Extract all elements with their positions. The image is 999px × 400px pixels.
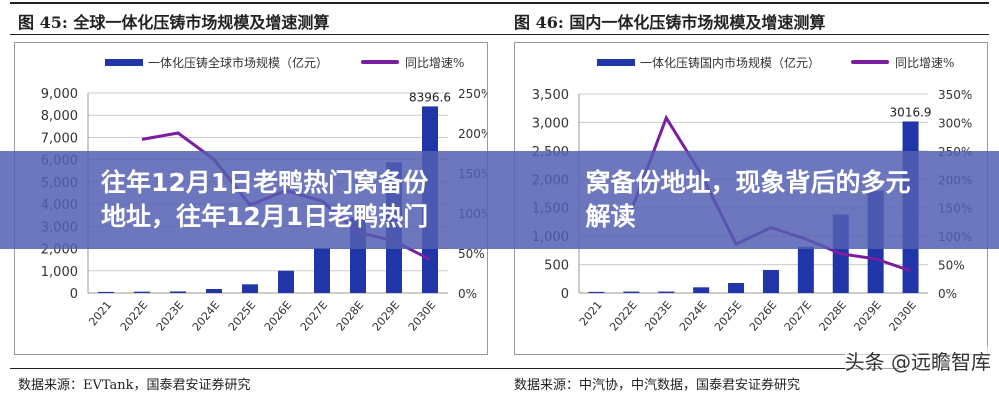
figure-45-title: 图 45: 全球一体化压铸市场规模及增速测算: [18, 13, 330, 32]
source-global: 数据来源：EVTank，国泰君安证券研究: [18, 378, 251, 393]
bar-2023E: [658, 291, 675, 293]
legend-line-swatch: [361, 60, 399, 64]
legend-line-swatch: [851, 60, 889, 64]
x-tick-label: 2021: [86, 299, 114, 329]
x-tick-label: 2021: [577, 299, 605, 329]
y-tick-label: 9,000: [41, 87, 78, 102]
y2-tick-label: 200%: [458, 127, 487, 141]
x-tick-label: 2029E: [852, 299, 884, 334]
title-rule: [10, 34, 989, 35]
x-tick-label: 2024E: [190, 299, 222, 334]
bar-2022E: [623, 291, 640, 293]
bar-2025E: [242, 284, 258, 293]
x-tick-label: 2023E: [642, 299, 674, 334]
y-tick-label: 8,000: [41, 109, 78, 124]
y2-tick-label: 300%: [938, 116, 972, 130]
y2-tick-label: 0%: [458, 287, 477, 301]
figure-46-title: 图 46: 国内一体化压铸市场规模及增速测算: [514, 13, 826, 32]
legend-bar-label: 一体化压铸国内市场规模（亿元）: [640, 55, 820, 70]
x-tick-label: 2026E: [262, 299, 294, 334]
y2-tick-label: 350%: [938, 88, 972, 102]
y2-tick-label: 50%: [938, 259, 965, 273]
legend-bar-swatch: [597, 59, 635, 66]
y-tick-label: 0: [70, 287, 78, 302]
bar-2027E: [314, 248, 330, 293]
bar-2026E: [762, 269, 779, 293]
bar-2022E: [134, 291, 150, 293]
bar-2027E: [797, 246, 814, 293]
y-tick-label: 3,000: [532, 116, 569, 131]
x-tick-label: 2026E: [747, 299, 779, 334]
x-tick-label: 2025E: [712, 299, 744, 334]
x-tick-label: 2029E: [370, 299, 402, 334]
banner-title: 往年12月1日老鸭热门窝备份地址，往年12月1日老鸭热门窝备份地址，现象背后的多…: [101, 168, 911, 231]
y2-tick-label: 250%: [458, 87, 487, 101]
y-tick-label: 1,000: [41, 265, 78, 280]
x-tick-label: 2025E: [226, 299, 258, 334]
x-tick-label: 2023E: [154, 299, 186, 334]
y2-tick-label: 0%: [938, 287, 957, 301]
x-tick-label: 2027E: [298, 299, 330, 334]
bar-2021: [588, 291, 605, 293]
y2-tick-label: 50%: [458, 247, 485, 261]
bar-2023E: [170, 291, 186, 293]
y-tick-label: 500: [544, 259, 569, 274]
legend-bar-swatch: [105, 59, 143, 66]
source-domestic: 数据来源：中汽协，中汽数据，国泰君安证券研究: [514, 378, 801, 393]
y-tick-label: 3,500: [532, 88, 569, 103]
title-banner: 往年12月1日老鸭热门窝备份地址，往年12月1日老鸭热门窝备份地址，现象背后的多…: [0, 151, 999, 249]
x-tick-label: 2030E: [406, 299, 438, 334]
bar-2021: [98, 291, 114, 293]
x-tick-label: 2022E: [118, 299, 150, 334]
y-tick-label: 7,000: [41, 131, 78, 146]
legend-line-label: 同比增速%: [895, 56, 954, 70]
bar-data-label: 8396.6: [409, 90, 451, 104]
bar-2024E: [206, 289, 222, 293]
y-tick-label: 0: [561, 287, 569, 302]
watermark: 头条 @远瞻智库: [844, 346, 991, 375]
legend-line-label: 同比增速%: [405, 56, 464, 70]
top-rule: [10, 2, 989, 4]
x-tick-label: 2024E: [677, 299, 709, 334]
bar-2025E: [728, 282, 745, 293]
bar-data-label: 3016.9: [890, 105, 932, 119]
x-tick-label: 2030E: [886, 299, 918, 334]
x-tick-label: 2027E: [782, 299, 814, 334]
bar-2024E: [693, 287, 710, 293]
x-tick-label: 2022E: [607, 299, 639, 334]
legend-bar-label: 一体化压铸全球市场规模（亿元）: [148, 55, 328, 70]
x-tick-label: 2028E: [334, 299, 366, 334]
x-tick-label: 2028E: [817, 299, 849, 334]
bar-2026E: [278, 270, 294, 293]
footer-rule: [10, 368, 899, 369]
